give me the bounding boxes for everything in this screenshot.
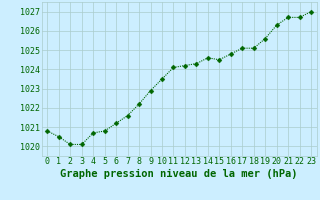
- X-axis label: Graphe pression niveau de la mer (hPa): Graphe pression niveau de la mer (hPa): [60, 169, 298, 179]
